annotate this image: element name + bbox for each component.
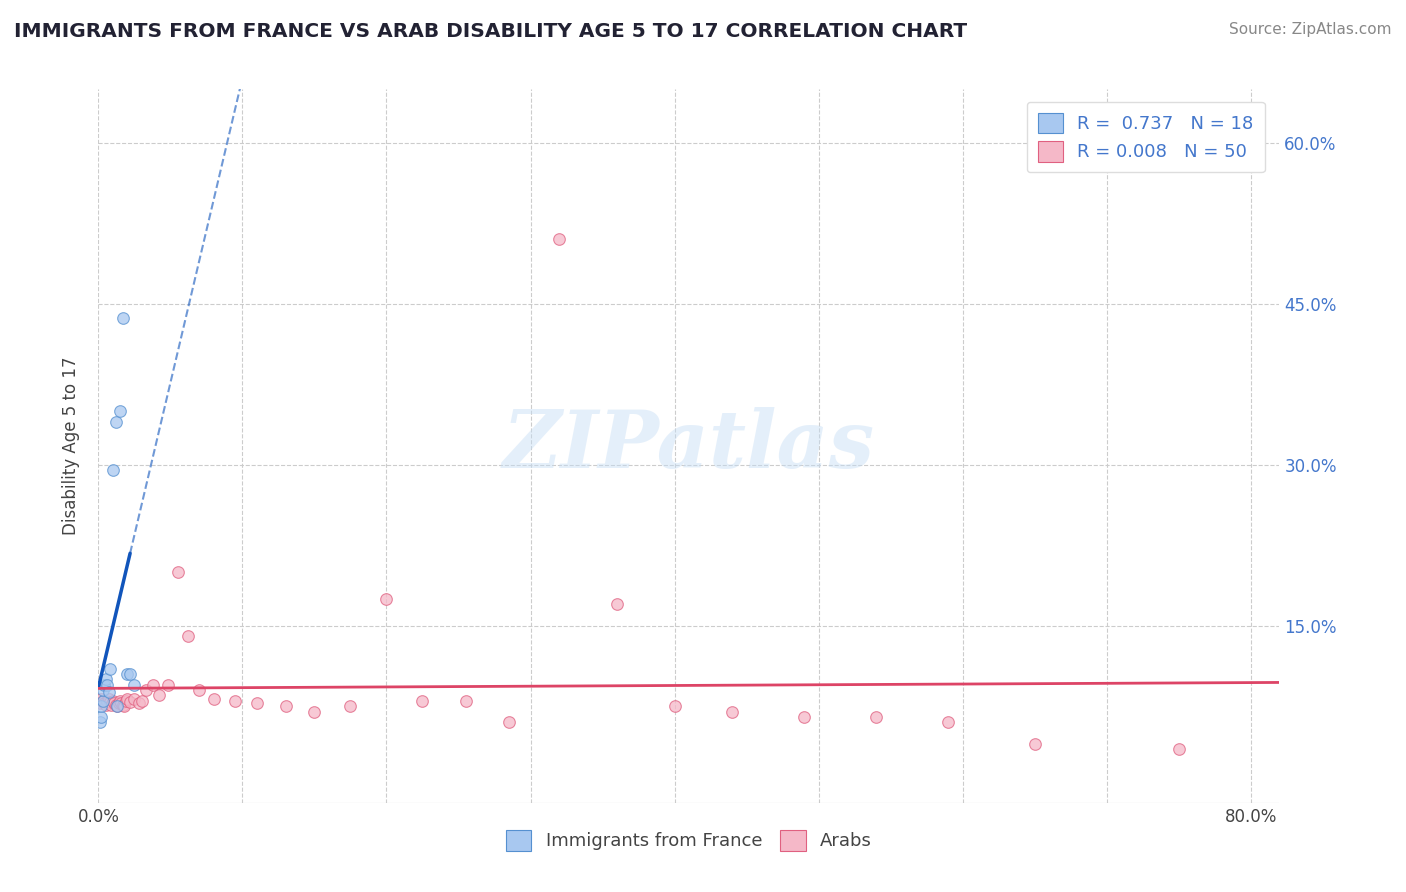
Arabs [114, 694, 136, 708]
Arabs [664, 699, 686, 714]
Arabs [454, 694, 477, 708]
Arabs [115, 691, 138, 706]
Immigrants from France [124, 678, 146, 692]
Arabs [98, 695, 121, 709]
Immigrants from France [105, 699, 128, 714]
Arabs [865, 710, 887, 724]
Text: IMMIGRANTS FROM FRANCE VS ARAB DISABILITY AGE 5 TO 17 CORRELATION CHART: IMMIGRANTS FROM FRANCE VS ARAB DISABILIT… [14, 22, 967, 41]
Arabs [177, 630, 200, 644]
Immigrants from France [115, 667, 138, 681]
Immigrants from France [93, 678, 115, 692]
Arabs [274, 699, 297, 714]
Arabs [131, 694, 153, 708]
Immigrants from France [91, 683, 114, 698]
Arabs [90, 691, 112, 706]
Arabs [339, 699, 361, 714]
Arabs [110, 696, 132, 710]
Arabs [188, 683, 211, 698]
Arabs [111, 698, 134, 713]
Y-axis label: Disability Age 5 to 17: Disability Age 5 to 17 [62, 357, 80, 535]
Immigrants from France [96, 678, 118, 692]
Arabs [104, 698, 127, 713]
Immigrants from France [108, 404, 131, 418]
Arabs [411, 694, 433, 708]
Arabs [97, 691, 120, 706]
Immigrants from France [120, 667, 142, 681]
Arabs [93, 696, 115, 710]
Arabs [142, 678, 165, 692]
Arabs [124, 691, 146, 706]
Arabs [103, 696, 125, 710]
Immigrants from France [90, 699, 112, 714]
Arabs [148, 689, 170, 703]
Immigrants from France [91, 694, 114, 708]
Immigrants from France [111, 310, 134, 325]
Arabs [166, 565, 188, 579]
Arabs [108, 694, 131, 708]
Arabs [721, 705, 744, 719]
Text: ZIPatlas: ZIPatlas [503, 408, 875, 484]
Arabs [96, 694, 118, 708]
Legend: Immigrants from France, Arabs: Immigrants from France, Arabs [499, 822, 879, 858]
Immigrants from France [97, 685, 120, 699]
Arabs [793, 710, 815, 724]
Arabs [246, 696, 269, 710]
Arabs [128, 696, 150, 710]
Arabs [375, 591, 398, 606]
Immigrants from France [98, 662, 121, 676]
Arabs [156, 678, 179, 692]
Arabs [224, 694, 246, 708]
Immigrants from France [101, 463, 124, 477]
Arabs [120, 695, 142, 709]
Arabs [936, 715, 959, 730]
Arabs [135, 683, 157, 698]
Immigrants from France [94, 673, 117, 687]
Arabs [100, 698, 122, 713]
Arabs [105, 699, 128, 714]
Immigrants from France [89, 715, 111, 730]
Arabs [91, 694, 114, 708]
Arabs [498, 715, 520, 730]
Arabs [101, 694, 124, 708]
Arabs [202, 691, 225, 706]
Text: Source: ZipAtlas.com: Source: ZipAtlas.com [1229, 22, 1392, 37]
Arabs [107, 696, 129, 710]
Arabs [112, 699, 135, 714]
Arabs [606, 597, 628, 611]
Arabs [94, 698, 117, 713]
Arabs [548, 232, 571, 246]
Arabs [89, 696, 111, 710]
Arabs [1167, 742, 1189, 756]
Arabs [1024, 737, 1046, 751]
Immigrants from France [90, 710, 112, 724]
Immigrants from France [104, 415, 127, 429]
Arabs [304, 705, 326, 719]
